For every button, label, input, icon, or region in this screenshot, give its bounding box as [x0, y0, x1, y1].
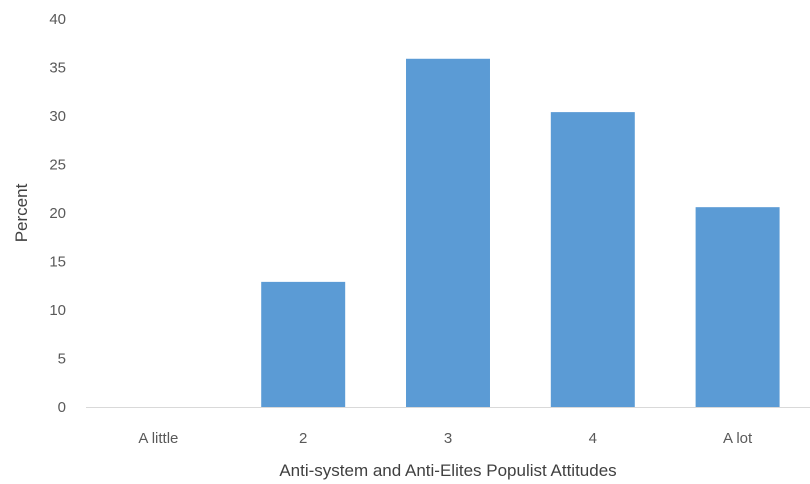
y-axis-ticks: 0 5 10 15 20 25 30 35 40 [49, 11, 66, 416]
x-tick-label: 2 [299, 430, 307, 447]
x-tick-label: 4 [589, 430, 597, 447]
bar [406, 58, 490, 408]
y-tick-label: 0 [58, 399, 66, 416]
y-tick-label: 15 [49, 254, 66, 271]
y-tick-label: 35 [49, 60, 66, 77]
y-tick-label: 40 [49, 11, 66, 28]
x-axis-title: Anti-system and Anti-Elites Populist Att… [279, 461, 616, 480]
y-tick-label: 10 [49, 302, 66, 319]
bar [550, 112, 635, 408]
y-tick-label: 30 [49, 108, 66, 125]
x-tick-label: 3 [444, 430, 452, 447]
x-axis-ticks: A little 2 3 4 A lot [138, 430, 753, 447]
y-tick-label: 25 [49, 157, 66, 174]
bars [261, 58, 780, 408]
x-tick-label: A lot [723, 430, 753, 447]
y-tick-label: 20 [49, 205, 66, 222]
x-tick-label: A little [138, 430, 178, 447]
bar [261, 281, 346, 407]
bar [695, 207, 780, 407]
y-tick-label: 5 [58, 351, 66, 368]
y-axis-title: Percent [12, 183, 31, 242]
